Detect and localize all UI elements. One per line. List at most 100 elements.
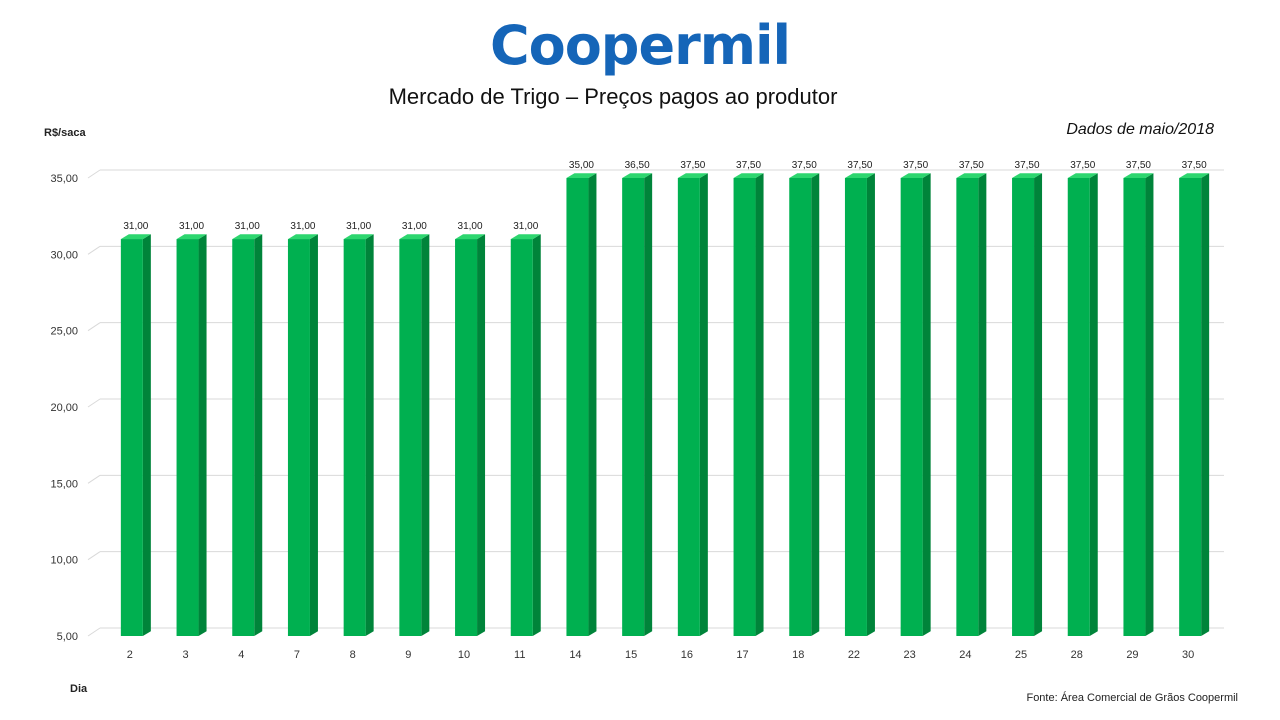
- bar-side: [1034, 173, 1043, 636]
- data-label: 37,50: [680, 160, 705, 171]
- data-label: 31,00: [458, 221, 483, 232]
- bar: [176, 239, 199, 637]
- bar-top: [399, 234, 430, 240]
- bar: [510, 239, 533, 637]
- x-tick-label: 11: [514, 649, 525, 661]
- bar-top: [1179, 173, 1210, 178]
- x-tick-label: 10: [458, 649, 470, 661]
- x-tick-label: 22: [848, 649, 860, 661]
- data-label: 37,50: [959, 160, 984, 171]
- bar-top: [287, 234, 318, 240]
- bar: [120, 239, 143, 637]
- x-tick-label: 4: [238, 649, 244, 661]
- bar-side: [254, 234, 263, 636]
- bar-top: [566, 173, 597, 178]
- chart-title: Mercado de Trigo – Preços pagos ao produ…: [388, 84, 838, 109]
- bar: [1123, 178, 1146, 636]
- bar-top: [733, 173, 764, 178]
- y-tick-label: 25,00: [50, 326, 78, 338]
- gridline-diag: [87, 398, 101, 408]
- bar-side: [1089, 173, 1098, 636]
- bar-side: [365, 234, 374, 636]
- data-label: 37,50: [903, 160, 928, 171]
- bar-top: [1012, 173, 1043, 178]
- bar-top: [120, 234, 151, 240]
- x-tick-label: 29: [1126, 649, 1138, 661]
- bar-top: [343, 234, 374, 240]
- x-tick-label: 15: [625, 649, 637, 661]
- gridline-diag: [87, 627, 101, 637]
- bar: [1012, 178, 1035, 636]
- y-tick-label: 15,00: [50, 478, 78, 490]
- bar-side: [477, 234, 486, 636]
- x-tick-label: 17: [736, 649, 748, 661]
- x-axis-label: Dia: [70, 683, 88, 695]
- coopermil-logo: Coopermil: [0, 14, 1280, 78]
- y-tick-label: 30,00: [50, 249, 78, 261]
- bar-side: [198, 234, 207, 636]
- data-label: 31,00: [235, 221, 260, 232]
- bar: [956, 178, 979, 636]
- bar-top: [622, 173, 653, 178]
- bar-top: [510, 234, 541, 240]
- bar-side: [811, 173, 820, 636]
- data-label: 37,50: [792, 160, 817, 171]
- bar-side: [1201, 173, 1210, 636]
- bar: [844, 178, 867, 636]
- data-label: 37,50: [736, 160, 761, 171]
- bar-side: [309, 234, 318, 636]
- data-label: 37,50: [847, 160, 872, 171]
- gridline-diag: [87, 169, 101, 179]
- data-label: 36,50: [625, 160, 650, 171]
- y-tick-label: 5,00: [57, 631, 78, 643]
- bar-top: [232, 234, 263, 240]
- data-label: 31,00: [402, 221, 427, 232]
- bar: [622, 178, 645, 636]
- bar-top: [677, 173, 708, 178]
- data-label: 35,00: [569, 160, 594, 171]
- bar-top: [455, 234, 486, 240]
- data-label: 37,50: [1182, 160, 1207, 171]
- data-label: 37,50: [1070, 160, 1095, 171]
- x-tick-label: 8: [350, 649, 356, 661]
- x-tick-label: 3: [182, 649, 188, 661]
- x-tick-label: 24: [959, 649, 971, 661]
- bar-side: [978, 173, 987, 636]
- bar-top: [789, 173, 820, 178]
- bar: [677, 178, 700, 636]
- x-tick-label: 2: [127, 649, 133, 661]
- bar-side: [866, 173, 875, 636]
- bar: [287, 239, 310, 637]
- bar-top: [900, 173, 931, 178]
- y-tick-label: 20,00: [50, 402, 78, 414]
- gridline-diag: [87, 551, 101, 561]
- bar: [399, 239, 422, 637]
- bar: [789, 178, 812, 636]
- bar-side: [421, 234, 430, 636]
- x-tick-label: 23: [904, 649, 916, 661]
- data-label: 31,00: [513, 221, 538, 232]
- bar: [455, 239, 478, 637]
- bar: [566, 178, 589, 636]
- bar-side: [588, 173, 597, 636]
- x-tick-label: 9: [405, 649, 411, 661]
- data-label: 31,00: [123, 221, 148, 232]
- y-tick-label: 35,00: [50, 173, 78, 185]
- chart-subtitle: Dados de maio/2018: [1066, 121, 1214, 138]
- data-label: 31,00: [179, 221, 204, 232]
- bar: [900, 178, 923, 636]
- y-axis-label: R$/saca: [44, 127, 86, 139]
- bar-top: [1123, 173, 1154, 178]
- bar-top: [844, 173, 875, 178]
- x-tick-label: 16: [681, 649, 693, 661]
- bar: [343, 239, 366, 637]
- bar: [232, 239, 255, 637]
- x-tick-label: 30: [1182, 649, 1194, 661]
- x-tick-label: 14: [569, 649, 581, 661]
- logo-text: Coopermil: [489, 14, 791, 77]
- source-note: Fonte: Área Comercial de Grãos Coopermil: [1026, 692, 1238, 704]
- data-label: 37,50: [1015, 160, 1040, 171]
- gridline-diag: [87, 322, 101, 332]
- bar-side: [644, 173, 653, 636]
- x-tick-label: 7: [294, 649, 300, 661]
